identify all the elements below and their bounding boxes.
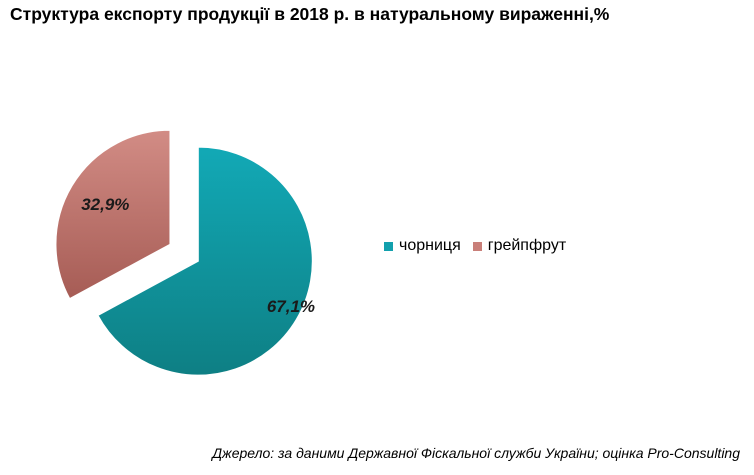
chart-legend: чорниця грейпфрут bbox=[384, 237, 578, 255]
source-note: Джерело: за даними Державної Фіскальної … bbox=[212, 445, 740, 461]
legend-label-blueberry: чорниця bbox=[399, 237, 461, 254]
pie-slice-blueberry bbox=[97, 146, 313, 376]
legend-swatch-blueberry bbox=[384, 241, 393, 251]
slice-label-blueberry: 67,1% bbox=[267, 297, 315, 316]
legend-label-grapefruit: грейпфрут bbox=[487, 237, 567, 254]
pie-slice-grapefruit bbox=[55, 129, 171, 300]
legend-item-grapefruit: грейпфрут bbox=[472, 237, 567, 255]
legend-swatch-grapefruit bbox=[472, 241, 482, 251]
slice-label-grapefruit: 32,9% bbox=[81, 195, 129, 214]
chart-title: Структура експорту продукції в 2018 р. в… bbox=[10, 4, 610, 24]
legend-item-blueberry: чорниця bbox=[384, 237, 461, 255]
